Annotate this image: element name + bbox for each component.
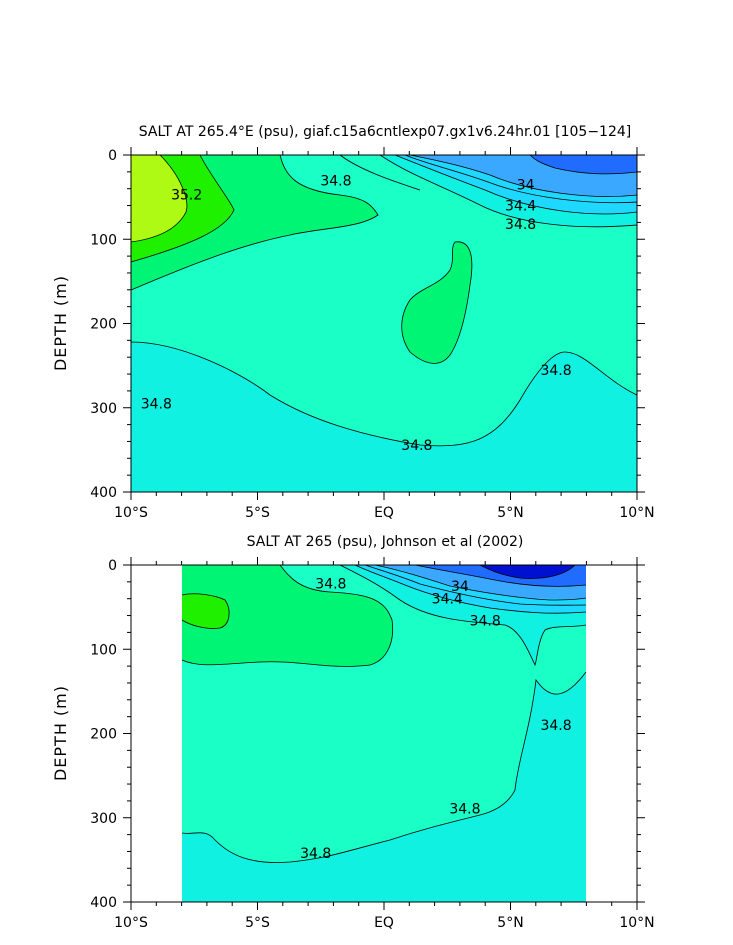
top-panel: SALT AT 265.4°E (psu), giaf.c15a6cntlexp… bbox=[51, 124, 655, 521]
contour-label: 34.8 bbox=[540, 363, 571, 379]
y-tick-label: 300 bbox=[90, 811, 117, 827]
contour-label: 35.2 bbox=[171, 188, 202, 204]
y-tick-label: 400 bbox=[90, 485, 117, 501]
top-contour-34-2 bbox=[404, 154, 638, 204]
bottom-contour-33-6 bbox=[479, 564, 576, 579]
bottom-contour-34-4 bbox=[354, 564, 587, 614]
y-tick-label: 400 bbox=[90, 895, 117, 911]
contour-label: 34.8 bbox=[320, 173, 351, 189]
top-contour-upper bbox=[379, 154, 638, 228]
bottom-contour-33-8 bbox=[414, 564, 587, 587]
bottom-ticks: 10°S 5°S EQ 5°N 10°N 0 100 200 300 400 bbox=[90, 557, 655, 931]
top-contour-mid bbox=[339, 154, 421, 191]
bottom-y-axis-label: DEPTH (m) bbox=[51, 685, 70, 781]
contour-label: 34.8 bbox=[449, 801, 480, 817]
top-contour-lines bbox=[130, 154, 638, 447]
top-chart-title: SALT AT 265.4°E (psu), giaf.c15a6cntlexp… bbox=[139, 124, 632, 140]
top-region-35-0-lens bbox=[401, 241, 472, 364]
y-tick-label: 0 bbox=[108, 558, 117, 574]
top-contour-34 bbox=[409, 154, 638, 197]
x-tick-label: EQ bbox=[374, 505, 394, 521]
bottom-contour-35-2 bbox=[181, 593, 230, 629]
top-contour-deep bbox=[130, 341, 638, 447]
bottom-contour-deep bbox=[181, 671, 587, 863]
x-tick-label: 10°S bbox=[114, 505, 148, 521]
contour-label: 34.4 bbox=[432, 592, 463, 608]
y-tick-label: 300 bbox=[90, 401, 117, 417]
bottom-region-35-0 bbox=[182, 565, 393, 667]
top-region-33-8 bbox=[530, 155, 637, 174]
bottom-contour-35-0 bbox=[181, 564, 394, 667]
bottom-chart-title: SALT AT 265 (psu), Johnson et al (2002) bbox=[247, 534, 524, 550]
contour-label: 34.8 bbox=[300, 846, 331, 862]
y-tick-label: 100 bbox=[90, 642, 117, 658]
contour-label: 34.4 bbox=[505, 199, 536, 215]
bottom-region-35-2 bbox=[182, 593, 230, 629]
top-contour-35-2 bbox=[130, 154, 235, 263]
y-tick-label: 100 bbox=[90, 232, 117, 248]
x-tick-label: EQ bbox=[374, 915, 394, 931]
top-contour-labels: 35.2 34.8 34 34.4 34.8 34.8 34.8 34.8 bbox=[141, 173, 572, 454]
contour-label: 34.8 bbox=[470, 614, 501, 630]
bottom-contour-34-2 bbox=[364, 564, 587, 606]
top-contour-33-8 bbox=[529, 154, 638, 175]
x-tick-label: 10°S bbox=[114, 915, 148, 931]
x-tick-label: 5°S bbox=[245, 915, 270, 931]
top-plot-area bbox=[130, 154, 638, 492]
y-tick-label: 200 bbox=[90, 727, 117, 743]
top-contour-34-4 bbox=[394, 154, 638, 215]
x-tick-label: 5°S bbox=[245, 505, 270, 521]
bottom-contour-upper bbox=[339, 564, 587, 667]
bottom-contour-lines bbox=[181, 564, 587, 863]
y-tick-label: 0 bbox=[108, 148, 117, 164]
x-tick-label: 10°N bbox=[619, 915, 654, 931]
contour-label: 34 bbox=[517, 177, 535, 193]
x-tick-label: 5°N bbox=[497, 915, 523, 931]
top-contour-lens bbox=[401, 241, 473, 364]
y-tick-label: 200 bbox=[90, 317, 117, 333]
x-tick-label: 10°N bbox=[619, 505, 654, 521]
top-ticks: 10°S 5°S EQ 5°N 10°N 0 100 200 300 400 bbox=[90, 147, 655, 521]
bottom-plot-area bbox=[181, 564, 587, 902]
bottom-region-33-4 bbox=[480, 565, 575, 579]
top-contour-35-4 bbox=[130, 154, 188, 243]
contour-label: 34.8 bbox=[540, 718, 571, 734]
top-region-deep-34-6 bbox=[131, 342, 637, 492]
top-region-35-4 bbox=[131, 155, 187, 242]
contour-label: 34.8 bbox=[141, 397, 172, 413]
bottom-contour-34 bbox=[374, 564, 587, 601]
contour-label: 34.8 bbox=[505, 217, 536, 233]
contour-label: 34 bbox=[451, 579, 469, 595]
x-tick-label: 5°N bbox=[497, 505, 523, 521]
top-y-axis-label: DEPTH (m) bbox=[51, 275, 70, 371]
contour-label: 34.8 bbox=[315, 577, 346, 593]
bottom-panel: SALT AT 265 (psu), Johnson et al (2002) bbox=[51, 534, 655, 931]
contour-label: 34.8 bbox=[401, 438, 432, 454]
bottom-region-deep-34-6 bbox=[182, 672, 586, 902]
top-contour-35-0 bbox=[130, 154, 379, 291]
